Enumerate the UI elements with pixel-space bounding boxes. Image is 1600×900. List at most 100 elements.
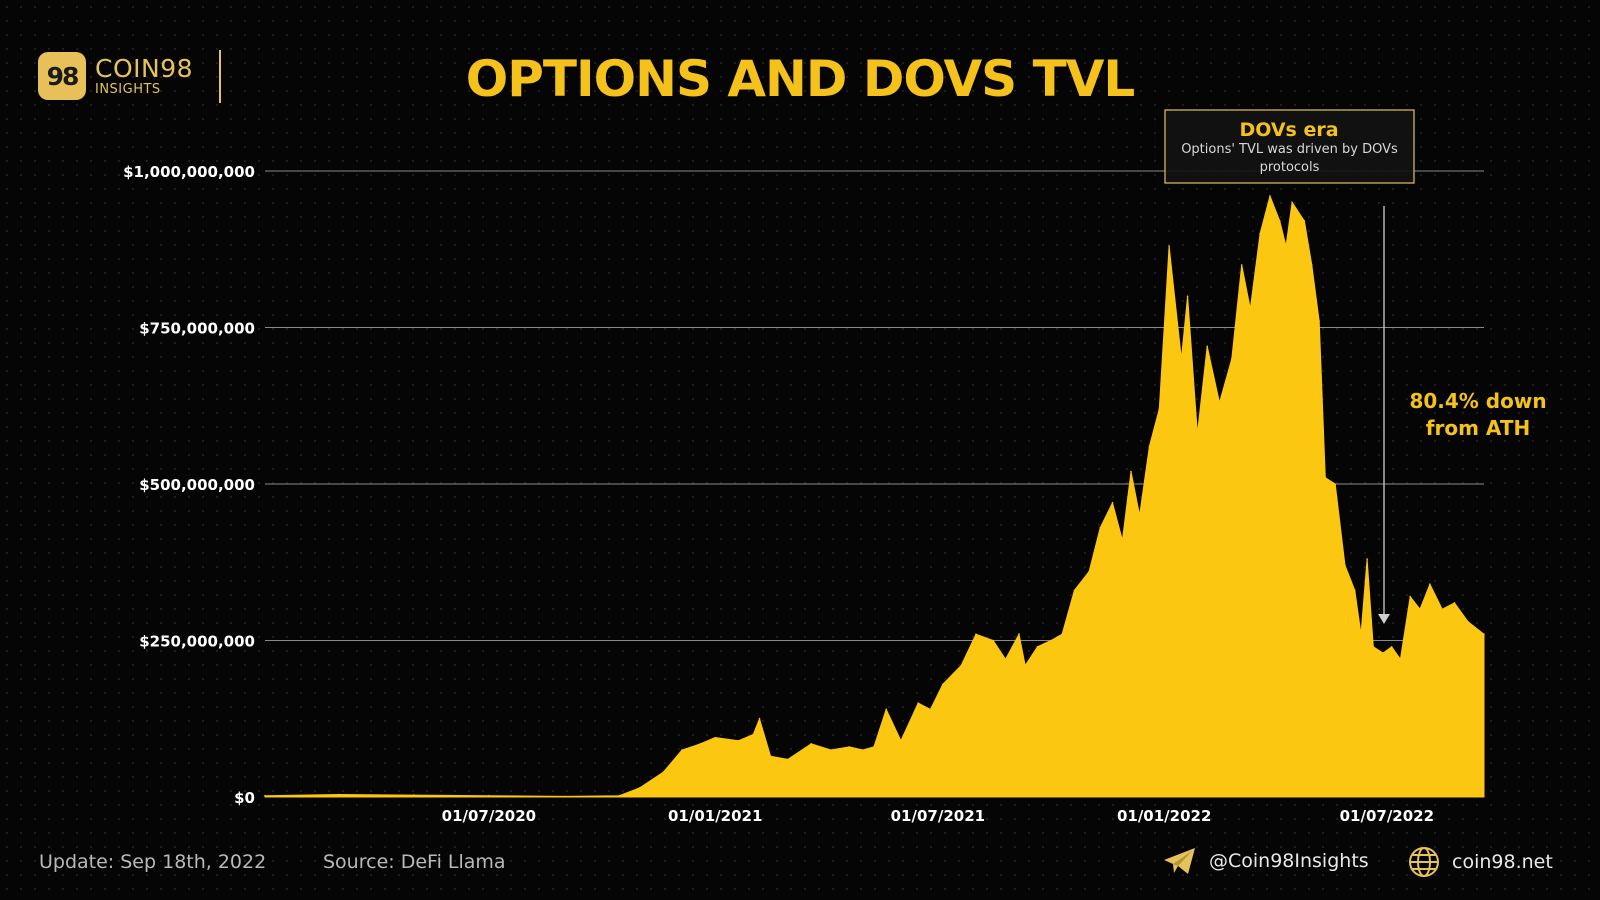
data-point: [1168, 245, 1170, 247]
data-point: [975, 633, 977, 635]
data-point: [1218, 401, 1221, 404]
area-series: [264, 194, 1485, 798]
data-point: [1399, 658, 1402, 661]
x-tick-label: 01/07/2020: [442, 807, 536, 825]
data-point: [900, 739, 902, 742]
x-tick-label: 01/01/2021: [668, 807, 762, 825]
annotation-text-container: Options' TVL was driven by DOVs protocol…: [1181, 142, 1398, 175]
data-point: [917, 702, 919, 704]
data-point: [264, 794, 266, 797]
data-point: [960, 664, 962, 667]
data-point: [639, 786, 641, 789]
data-point: [1441, 608, 1443, 610]
data-point: [1453, 602, 1456, 604]
data-point: [1259, 232, 1261, 235]
data-point: [1158, 408, 1161, 410]
dovs-era-annotation: DOVs era Options' TVL was driven by DOVs…: [1164, 109, 1415, 184]
data-point: [699, 743, 702, 745]
drawdown-annotation: 80.4% down from ATH: [1378, 206, 1547, 624]
data-point: [992, 639, 994, 642]
data-point: [1483, 633, 1485, 635]
x-tick-label: 01/07/2022: [1340, 807, 1434, 825]
data-point: [873, 746, 875, 748]
data-point: [1344, 564, 1346, 567]
brand-name: COIN98: [95, 54, 194, 83]
data-point: [1354, 589, 1356, 592]
paper-plane-icon: [1164, 848, 1195, 874]
x-tick-label: 01/01/2022: [1117, 807, 1211, 825]
data-point: [681, 749, 683, 751]
data-point: [1311, 264, 1313, 266]
data-point: [1291, 201, 1293, 204]
brand-subtitle: INSIGHTS: [95, 82, 161, 97]
annotation-title: DOVs era: [1239, 119, 1338, 141]
data-point: [1285, 245, 1287, 247]
logo-divider: [219, 50, 221, 103]
data-point: [1366, 558, 1368, 560]
x-tick-label: 01/07/2021: [891, 807, 985, 825]
y-tick-label: $500,000,000: [139, 476, 255, 494]
data-point: [862, 749, 864, 751]
annotation-box: [1164, 109, 1415, 184]
data-point: [618, 794, 621, 797]
drawdown-arrowhead-icon: [1378, 614, 1390, 624]
data-point: [769, 755, 772, 758]
data-point: [1467, 620, 1469, 623]
data-point: [1073, 589, 1076, 592]
data-point: [413, 794, 415, 796]
data-point: [1121, 539, 1124, 542]
data-point: [1138, 514, 1141, 517]
data-point: [714, 736, 716, 739]
update-date: Update: Sep 18th, 2022: [39, 851, 267, 873]
data-point: [787, 758, 789, 761]
data-point: [488, 794, 490, 797]
data-point: [1004, 658, 1007, 661]
data-point: [1390, 646, 1393, 648]
data-point: [942, 683, 944, 686]
data-point: [848, 746, 851, 748]
y-tick-label: $0: [234, 789, 255, 807]
drawdown-label-line1: 80.4% down: [1409, 389, 1546, 413]
data-point: [1036, 646, 1039, 648]
data-point: [1303, 220, 1306, 222]
website-url: coin98.net: [1452, 851, 1553, 873]
data-point: [1206, 345, 1208, 348]
data-point: [1088, 570, 1090, 573]
chart-title: OPTIONS AND DOVS TVL: [465, 50, 1136, 108]
data-point: [1360, 633, 1362, 635]
data-point: [1111, 502, 1114, 504]
annotation-text: Options' TVL was driven by DOVs protocol…: [1181, 142, 1398, 175]
data-point: [752, 733, 755, 736]
y-tick-label: $1,000,000,000: [123, 163, 255, 181]
data-point: [1180, 358, 1183, 360]
data-source: Source: DeFi Llama: [323, 851, 506, 873]
data-point: [1050, 639, 1052, 642]
tvl-area: [264, 194, 1485, 798]
data-point: [1409, 595, 1411, 598]
data-point: [1324, 476, 1327, 479]
data-point: [1196, 433, 1199, 435]
telegram-handle: @Coin98Insights: [1209, 850, 1369, 872]
data-point: [758, 718, 761, 720]
data-point: [1318, 320, 1320, 323]
drawdown-label-line2: from ATH: [1426, 416, 1530, 440]
data-point: [338, 793, 340, 796]
data-point: [1419, 608, 1421, 610]
y-axis-tick-labels: $0 $250,000,000 $500,000,000 $750,000,000 $1…: [123, 163, 255, 807]
data-point: [929, 708, 932, 711]
telegram-link[interactable]: @Coin98Insights: [1163, 846, 1369, 876]
data-point: [1186, 295, 1189, 298]
data-point: [1372, 646, 1375, 648]
website-link[interactable]: coin98.net: [1408, 846, 1553, 878]
y-tick-label: $750,000,000: [139, 320, 255, 338]
globe-icon: [1409, 847, 1439, 877]
data-point: [1279, 220, 1281, 222]
data-point: [1130, 470, 1132, 473]
data-point: [1249, 307, 1252, 310]
x-axis-tick-labels: 01/07/2020 01/01/2021 01/07/2021 01/01/2022…: [442, 807, 1434, 825]
data-point: [1240, 264, 1243, 266]
data-point: [662, 771, 665, 773]
data-point: [737, 739, 740, 742]
data-point: [1099, 527, 1101, 529]
